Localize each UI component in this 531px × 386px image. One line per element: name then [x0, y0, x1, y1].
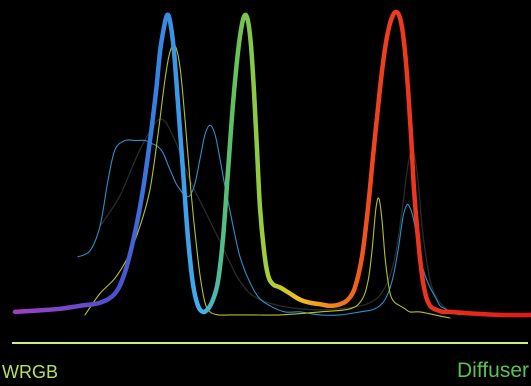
series-diffuser — [12, 9, 531, 318]
series-wrgb-blue — [77, 124, 461, 316]
label-wrgb: WRGB — [2, 362, 58, 382]
series-wrgb-dark — [99, 118, 451, 313]
series-wrgb-yellow — [84, 44, 451, 319]
label-diffuser: Diffuser — [457, 359, 529, 382]
series-layer — [12, 9, 531, 319]
